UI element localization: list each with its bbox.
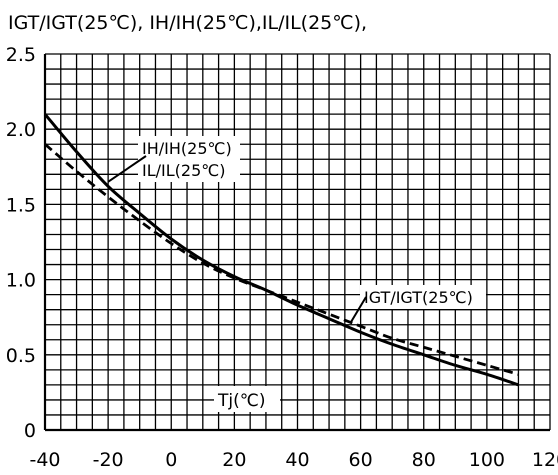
y-tick-label: 2.0	[6, 119, 36, 141]
annotation-ih-il-label: IH/IH(25℃)	[142, 139, 232, 158]
x-tick-label: -40	[29, 449, 60, 471]
series-line-ih-il	[43, 113, 519, 387]
series-line-igt	[44, 143, 519, 376]
y-tick-label: 0	[24, 420, 36, 442]
annotation-pointer-igt	[350, 296, 367, 323]
x-tick-label: 60	[349, 449, 373, 471]
tick-labels: 0 0.5 1.0 1.5 2.0 2.5 -40 -20 0 20 40 60 80 100 120	[6, 44, 558, 471]
y-tick-label: 0.5	[6, 345, 36, 367]
annotations: IH/IH(25℃) IL/IL(25℃) IGT/IGT(25℃) Tj(℃)	[107, 136, 486, 412]
series-layer	[43, 113, 519, 387]
y-tick-label: 2.5	[6, 44, 36, 66]
annotation-label-bg	[360, 285, 486, 309]
grid	[43, 53, 551, 432]
x-tick-label: 20	[222, 449, 246, 471]
x-axis-label: Tj(℃)	[217, 391, 265, 411]
y-tick-label: 1.5	[6, 194, 36, 216]
annotation-label-bg	[138, 136, 240, 182]
x-tick-label: 80	[412, 449, 436, 471]
annotation-ih-il-label: IL/IL(25℃)	[142, 161, 225, 180]
x-tick-label: 100	[469, 449, 505, 471]
x-tick-label: 40	[285, 449, 309, 471]
y-tick-label: 1.0	[6, 270, 36, 292]
annotation-pointer-ih-il	[107, 155, 147, 183]
chart-title: IGT/IGT(25℃), IH/IH(25℃),IL/IL(25℃),	[8, 12, 367, 34]
x-tick-label: 0	[165, 449, 177, 471]
x-tick-label: 120	[532, 449, 558, 471]
axis-label-bg	[214, 386, 280, 412]
annotation-igt-label: IGT/IGT(25℃)	[364, 288, 473, 307]
x-tick-label: -20	[93, 449, 124, 471]
